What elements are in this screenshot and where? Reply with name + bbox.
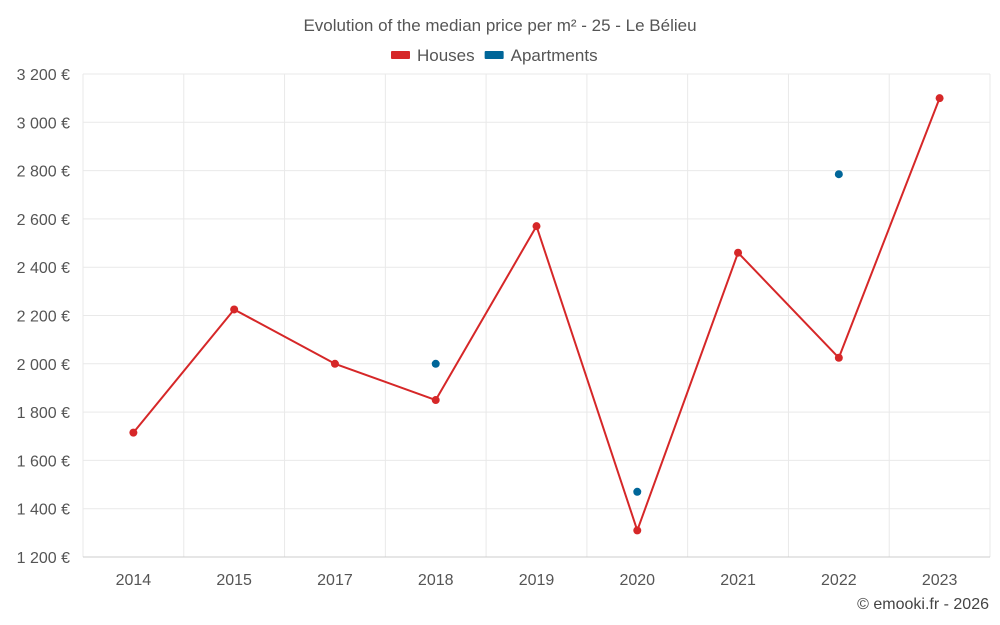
legend-label: Apartments [511,46,598,65]
x-axis: 2014 2015 2017 2018 2019 2020 2021 2022 2023 [116,572,958,589]
y-tick-label: 2 600 € [17,212,70,229]
x-tick-label: 2020 [619,572,655,589]
y-tick-label: 3 000 € [17,115,70,132]
data-point[interactable] [734,248,743,257]
legend: Houses Apartments [391,46,598,65]
x-tick-label: 2014 [116,572,152,589]
data-point[interactable] [431,396,440,405]
y-tick-label: 1 200 € [17,550,70,567]
x-tick-label: 2023 [922,572,958,589]
data-point[interactable] [532,222,541,231]
data-point[interactable] [834,353,843,362]
data-point[interactable] [431,359,440,368]
series-line [132,97,941,532]
data-point[interactable] [834,170,843,179]
x-tick-label: 2015 [216,572,252,589]
y-tick-label: 1 800 € [17,405,70,422]
y-tick-label: 2 800 € [17,164,70,181]
data-point[interactable] [330,359,339,368]
legend-swatch [484,51,504,59]
data-point[interactable] [129,428,138,437]
grid [82,73,991,558]
y-tick-label: 2 400 € [17,260,70,277]
plot-area [129,94,944,535]
y-axis: 1 200 € 1 400 € 1 600 € 1 800 € 2 000 € 2 200… [17,67,70,567]
legend-swatch [391,51,410,59]
x-tick-label: 2021 [720,572,756,589]
x-tick-label: 2017 [317,572,353,589]
y-tick-label: 2 200 € [17,309,70,326]
y-tick-label: 2 000 € [17,357,70,374]
x-tick-label: 2018 [418,572,454,589]
data-point[interactable] [230,305,239,314]
credit-text: © emooki.fr - 2026 [857,596,989,613]
legend-label: Houses [417,46,475,65]
legend-item-houses[interactable]: Houses [391,46,475,65]
series-houses [129,94,944,535]
data-point[interactable] [633,526,642,535]
data-point[interactable] [935,94,944,103]
legend-item-apartments[interactable]: Apartments [484,46,598,65]
series-apartments [431,170,843,496]
x-tick-label: 2022 [821,572,857,589]
y-tick-label: 1 600 € [17,453,70,470]
data-point[interactable] [633,487,642,496]
chart-title: Evolution of the median price per m² - 2… [303,16,696,35]
y-tick-label: 1 400 € [17,502,70,519]
x-tick-label: 2019 [519,572,555,589]
y-tick-label: 3 200 € [17,67,70,84]
